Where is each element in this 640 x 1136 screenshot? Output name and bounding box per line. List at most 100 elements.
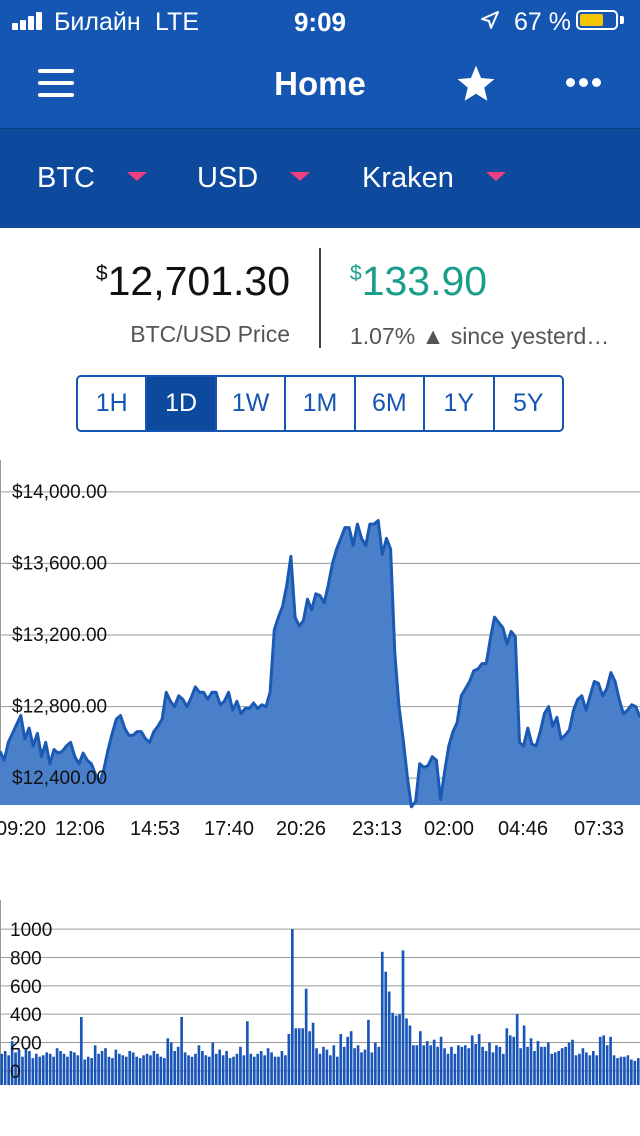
volume-bar [367, 1019, 370, 1085]
volume-bar [218, 1049, 222, 1085]
volume-bar [529, 1038, 533, 1086]
range-tab-1h[interactable]: 1H [95, 389, 128, 417]
volume-bar [48, 1053, 52, 1085]
carrier-name: Билайн [54, 8, 141, 36]
volume-bar [418, 1031, 422, 1085]
y-tick-label: 200 [10, 1034, 42, 1055]
x-tick-label: 12:06 [55, 818, 105, 840]
volume-bar [450, 1046, 453, 1086]
volume-bar [495, 1045, 498, 1085]
y-tick-label: 400 [10, 1005, 42, 1026]
range-tab-6m[interactable]: 6M [353, 377, 423, 430]
range-tab-1y[interactable]: 1Y [423, 377, 492, 430]
volume-bar [564, 1046, 567, 1086]
volume-bar [543, 1046, 547, 1086]
volume-bar [7, 1055, 10, 1086]
volume-bar [207, 1056, 211, 1085]
volume-bar [187, 1055, 190, 1086]
volume-bar [131, 1052, 135, 1085]
volume-bar [28, 1051, 31, 1085]
x-tick-label: 14:53 [130, 818, 180, 840]
volume-bar [557, 1051, 561, 1085]
x-tick-label: 20:26 [276, 818, 326, 840]
volume-bar [159, 1056, 163, 1085]
volume-bar [553, 1052, 557, 1085]
price-change: $133.90 [350, 258, 487, 305]
volume-bar [325, 1049, 329, 1085]
volume-bar [79, 1017, 83, 1085]
volume-bar [149, 1055, 152, 1086]
volume-bar [470, 1035, 474, 1085]
more-icon[interactable] [566, 78, 602, 88]
volume-bar [619, 1056, 623, 1085]
volume-bar [259, 1051, 263, 1085]
price-number: 12,701.30 [107, 258, 290, 304]
x-tick-label: 09:20 [0, 818, 46, 840]
range-tab-5y[interactable]: 5Y [492, 377, 562, 430]
volume-bar [415, 1045, 419, 1085]
x-tick-label: 02:00 [424, 818, 474, 840]
volume-bar [405, 1018, 408, 1085]
volume-bar [349, 1031, 353, 1085]
volume-bar [335, 1056, 339, 1085]
volume-bar [76, 1055, 80, 1086]
volume-bar [21, 1056, 24, 1085]
currency-selector[interactable]: USD [197, 162, 311, 195]
volume-bar [578, 1053, 581, 1085]
volume-bar [387, 991, 391, 1085]
volume-bar [363, 1049, 367, 1085]
volume-bar [522, 1025, 526, 1085]
volume-bar [180, 1017, 183, 1085]
price-chart[interactable]: $14,000.00 $13,600.00 $13,200.00 $12,800.00… [0, 460, 640, 850]
volume-bar [197, 1045, 201, 1085]
volume-bar [249, 1053, 253, 1085]
volume-bar [59, 1051, 62, 1085]
volume-bar [339, 1034, 343, 1085]
volume-bar [284, 1055, 287, 1086]
x-tick-label: 04:46 [498, 818, 548, 840]
volume-bar [201, 1051, 204, 1085]
range-tab-1d[interactable]: 1D [145, 377, 215, 430]
volume-bar [73, 1052, 76, 1085]
price-value: $12,701.30 [0, 258, 290, 305]
signal-icon [12, 12, 46, 30]
volume-bar [280, 1051, 284, 1085]
volume-bar [31, 1058, 35, 1085]
volume-bar [546, 1042, 550, 1085]
volume-bar [460, 1046, 464, 1086]
volume-bar [370, 1052, 374, 1085]
volume-bar [342, 1046, 346, 1086]
volume-bar [114, 1049, 118, 1085]
star-icon[interactable] [455, 63, 497, 105]
volume-bar [391, 1012, 394, 1086]
menu-icon[interactable] [38, 69, 74, 97]
volume-bar [602, 1035, 606, 1085]
volume-bar [332, 1045, 336, 1085]
coin-selector[interactable]: BTC [37, 162, 147, 195]
price-label: BTC/USD Price [130, 321, 290, 347]
exchange-selector-label: Kraken [362, 162, 454, 194]
network-type: LTE [155, 8, 199, 36]
volume-bar [432, 1039, 436, 1085]
exchange-selector[interactable]: Kraken [362, 162, 506, 195]
y-tick-label: 600 [10, 977, 42, 998]
volume-bar [118, 1053, 121, 1085]
range-tab-1m[interactable]: 1M [284, 377, 353, 430]
caret-down-icon [485, 171, 506, 181]
volume-bar [297, 1028, 301, 1085]
volume-bar [605, 1045, 609, 1085]
volume-bar [439, 1036, 443, 1085]
volume-bar [41, 1055, 45, 1086]
volume-bar [52, 1056, 55, 1085]
volume-bar [121, 1055, 125, 1086]
volume-bar [93, 1045, 97, 1085]
volume-bar [104, 1048, 107, 1085]
volume-bar [488, 1042, 491, 1085]
volume-bar [595, 1055, 599, 1086]
volume-bar [83, 1059, 87, 1085]
range-tab-1w[interactable]: 1W [214, 377, 284, 430]
x-tick-label: 23:13 [352, 818, 402, 840]
volume-bar [540, 1046, 543, 1086]
volume-chart[interactable]: 1000 800 600 400 200 0 [0, 900, 640, 1100]
volume-bar [457, 1045, 460, 1085]
